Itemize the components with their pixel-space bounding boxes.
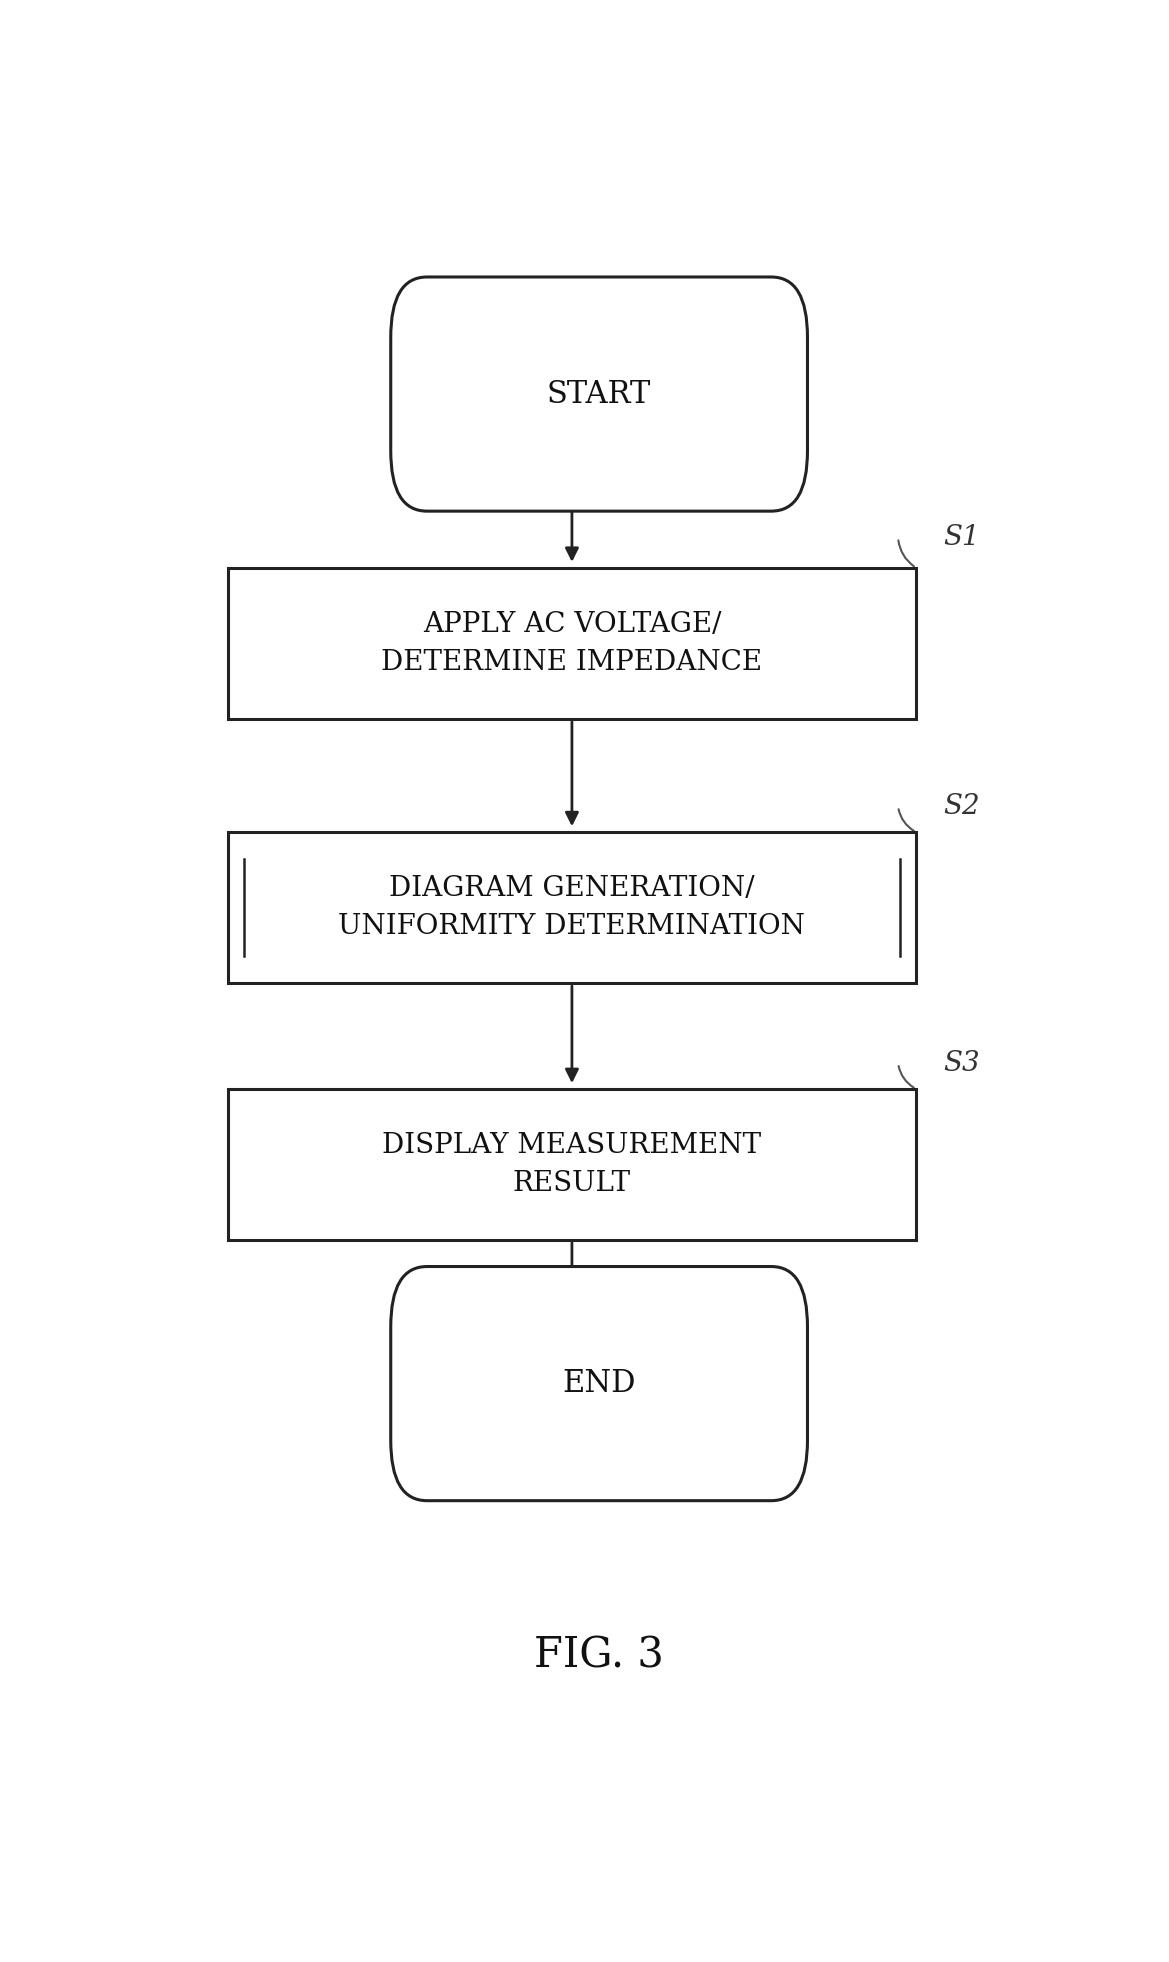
- FancyBboxPatch shape: [228, 1089, 916, 1240]
- Text: APPLY AC VOLTAGE/
DETERMINE IMPEDANCE: APPLY AC VOLTAGE/ DETERMINE IMPEDANCE: [381, 610, 762, 675]
- Text: START: START: [547, 379, 651, 410]
- Text: END: END: [562, 1368, 636, 1399]
- Text: S1: S1: [943, 524, 980, 551]
- Text: S3: S3: [943, 1050, 980, 1077]
- FancyBboxPatch shape: [390, 277, 808, 512]
- Text: DIAGRAM GENERATION/
UNIFORMITY DETERMINATION: DIAGRAM GENERATION/ UNIFORMITY DETERMINA…: [339, 875, 805, 940]
- FancyBboxPatch shape: [228, 832, 916, 983]
- Text: FIG. 3: FIG. 3: [534, 1634, 664, 1678]
- Text: S2: S2: [943, 793, 980, 820]
- FancyBboxPatch shape: [228, 567, 916, 718]
- Text: DISPLAY MEASUREMENT
RESULT: DISPLAY MEASUREMENT RESULT: [382, 1132, 761, 1197]
- FancyBboxPatch shape: [390, 1267, 808, 1501]
